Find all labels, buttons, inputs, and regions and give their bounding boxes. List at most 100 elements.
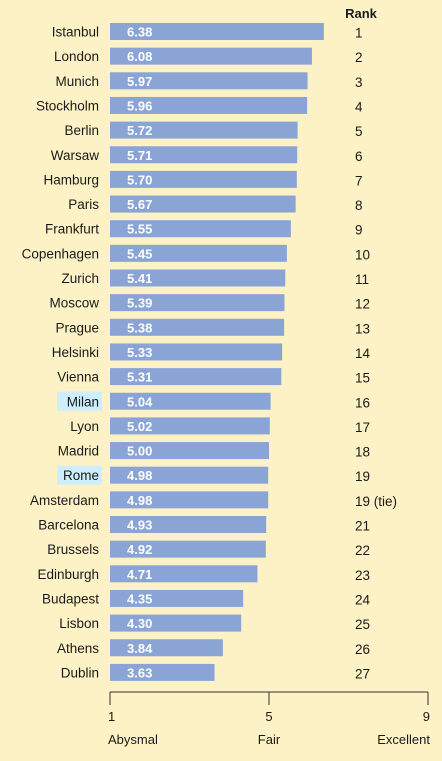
chart-row: Milan 5.04 16	[57, 391, 370, 411]
city-label: Hamburg	[43, 172, 99, 187]
city-label: London	[54, 49, 99, 64]
rank-label: 1	[355, 26, 363, 41]
chart-row: Moscow 5.39 12	[49, 294, 370, 312]
chart-row: Lisbon 4.30 25	[59, 614, 370, 632]
chart-row: Barcelona 4.93 21	[38, 516, 370, 534]
rank-label: 18	[355, 445, 370, 460]
bar	[110, 170, 297, 188]
rank-label: 19	[355, 469, 370, 484]
bar-value-label: 5.31	[127, 370, 152, 385]
bar-value-label: 4.98	[127, 493, 152, 508]
bar-value-label: 5.97	[127, 74, 152, 89]
rank-label: 11	[355, 272, 369, 287]
city-label-highlight	[57, 465, 102, 485]
city-label: Zurich	[61, 271, 99, 286]
city-label: Moscow	[49, 296, 99, 311]
city-label: Berlin	[64, 123, 99, 138]
x-tick-label: 1	[108, 709, 115, 724]
chart-row: Stockholm 5.96 4	[36, 96, 363, 114]
bar	[110, 96, 308, 114]
city-label: Stockholm	[36, 98, 99, 113]
bar	[110, 195, 296, 213]
rank-label: 22	[355, 543, 370, 558]
bar	[110, 614, 242, 632]
bar-value-label: 3.63	[127, 665, 152, 680]
bar-value-label: 5.72	[127, 123, 152, 138]
chart-row: Rome 4.98 19	[57, 465, 370, 485]
bar-value-label: 5.04	[127, 394, 153, 409]
bar	[110, 368, 282, 386]
bar-value-label: 5.70	[127, 172, 152, 187]
bar	[110, 565, 258, 583]
chart-row: Berlin 5.72 5	[64, 121, 363, 139]
bar	[110, 516, 267, 533]
chart-row: Zurich 5.41 11	[61, 269, 369, 287]
city-label: Madrid	[58, 444, 99, 459]
city-label: Prague	[55, 320, 99, 335]
bar	[110, 540, 266, 558]
chart-row: Frankfurt 5.55 9	[45, 220, 363, 238]
x-axis: 1 Abysmal 5 Fair 9 Excellent	[108, 691, 430, 747]
city-label: Dublin	[61, 665, 99, 680]
bar	[110, 146, 298, 164]
city-label: Copenhagen	[22, 246, 99, 261]
chart-row: Vienna 5.31 15	[57, 368, 370, 386]
bar	[110, 589, 244, 607]
rank-label: 16	[355, 395, 370, 410]
chart-row: Paris 5.67 8	[68, 195, 363, 213]
bar-value-label: 5.45	[127, 246, 152, 261]
city-label: Munich	[55, 74, 99, 89]
x-tick-caption: Fair	[258, 732, 281, 747]
chart-row: Copenhagen 5.45 10	[22, 244, 370, 262]
bar-value-label: 5.41	[127, 271, 152, 286]
bar-value-label: 5.71	[127, 148, 152, 163]
bar	[110, 343, 283, 361]
bar-value-label: 4.92	[127, 542, 152, 557]
chart-row: Madrid 5.00 18	[58, 442, 370, 460]
bar	[110, 220, 291, 238]
bar	[110, 47, 312, 65]
bar-value-label: 6.38	[127, 25, 152, 40]
bar-value-label: 5.02	[127, 419, 152, 434]
bar	[110, 442, 269, 460]
rank-label: 6	[355, 149, 363, 164]
bar-value-label: 5.55	[127, 222, 152, 237]
x-tick-label: 9	[423, 709, 430, 724]
rank-label: 17	[355, 420, 370, 435]
bar-value-label: 5.96	[127, 98, 152, 113]
rank-label: 8	[355, 198, 363, 213]
city-label: Warsaw	[51, 148, 100, 163]
x-tick-label: 5	[265, 709, 272, 724]
city-label: Paris	[68, 197, 99, 212]
city-label: Helsinki	[52, 345, 99, 360]
rank-label: 3	[355, 75, 363, 90]
chart-row: Brussels 4.92 22	[47, 540, 370, 558]
bar-value-label: 5.00	[127, 444, 152, 459]
city-label: Lisbon	[59, 616, 99, 631]
bar	[110, 392, 271, 410]
rank-label: 9	[355, 223, 363, 238]
bar	[110, 244, 287, 262]
rank-label: 7	[355, 173, 363, 188]
city-label: Milan	[67, 394, 99, 409]
x-tick-caption: Abysmal	[108, 732, 158, 747]
rank-label: 25	[355, 617, 370, 632]
chart-row: Budapest 4.35 24	[42, 589, 371, 607]
bar	[110, 294, 285, 312]
city-label: Barcelona	[38, 518, 99, 533]
city-label: Brussels	[47, 542, 99, 557]
bar-value-label: 5.39	[127, 296, 152, 311]
bar	[110, 72, 308, 90]
chart-row: Hamburg 5.70 7	[43, 170, 363, 188]
bar	[110, 23, 324, 40]
rank-label: 5	[355, 124, 363, 139]
bar-value-label: 5.33	[127, 345, 152, 360]
rank-label: 14	[355, 346, 371, 361]
chart-row: Prague 5.38 13	[55, 318, 370, 336]
rank-label: 23	[355, 568, 370, 583]
city-label: Edinburgh	[37, 567, 99, 582]
bar	[110, 121, 298, 139]
city-label-highlight	[57, 391, 102, 411]
chart-row: Dublin 3.63 27	[61, 663, 370, 681]
